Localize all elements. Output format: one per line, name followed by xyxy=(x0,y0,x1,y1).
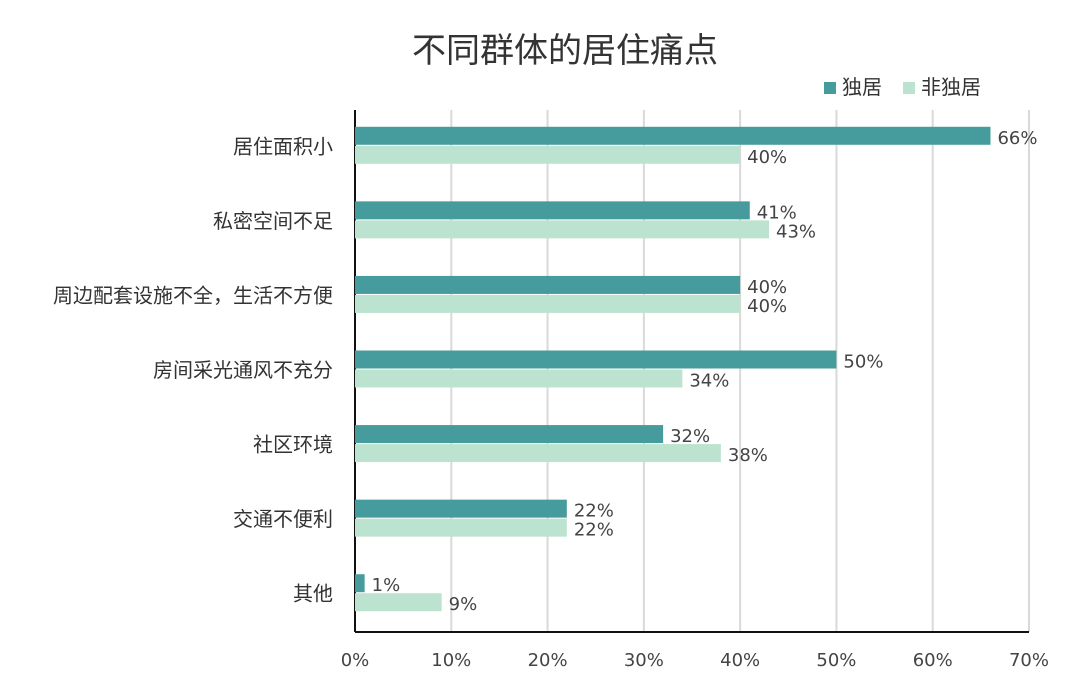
category-label: 其他 xyxy=(293,582,333,606)
data-label-non-independent: 38% xyxy=(728,445,768,466)
bar-independent xyxy=(355,499,567,518)
bar-independent xyxy=(355,201,750,220)
data-label-non-independent: 40% xyxy=(747,147,787,168)
bar-independent xyxy=(355,275,741,294)
data-label-non-independent: 22% xyxy=(574,520,614,541)
legend-swatch-independent xyxy=(824,82,836,94)
data-label-non-independent: 9% xyxy=(449,594,478,615)
bar-independent xyxy=(355,425,664,444)
x-tick-label: 10% xyxy=(431,650,471,671)
bar-non-independent xyxy=(355,294,741,313)
x-tick-label: 70% xyxy=(1009,650,1049,671)
x-tick-label: 60% xyxy=(913,650,953,671)
category-label: 房间采光通风不充分 xyxy=(153,358,333,382)
data-label-independent: 66% xyxy=(997,128,1037,149)
chart-title: 不同群体的居住痛点 xyxy=(412,31,718,71)
data-label-independent: 41% xyxy=(757,202,797,223)
x-tick-label: 20% xyxy=(528,650,568,671)
bar-independent xyxy=(355,350,837,369)
bar-non-independent xyxy=(355,369,683,388)
x-tick-label: 50% xyxy=(816,650,856,671)
category-label: 交通不便利 xyxy=(233,507,333,531)
data-label-non-independent: 34% xyxy=(689,371,729,392)
data-label-independent: 50% xyxy=(843,352,883,373)
data-label-independent: 1% xyxy=(372,575,401,596)
bar-non-independent xyxy=(355,444,721,463)
x-tick-label: 30% xyxy=(624,650,664,671)
x-tick-label: 0% xyxy=(341,650,370,671)
category-label: 私密空间不足 xyxy=(213,209,333,233)
legend-label-independent: 独居 xyxy=(842,75,882,99)
category-label: 居住面积小 xyxy=(233,134,333,158)
category-label: 周边配套设施不全，生活不方便 xyxy=(53,283,333,307)
bar-non-independent xyxy=(355,145,741,164)
bar-independent xyxy=(355,126,991,145)
data-label-independent: 40% xyxy=(747,277,787,298)
category-label: 社区环境 xyxy=(253,433,333,457)
x-tick-label: 40% xyxy=(720,650,760,671)
data-label-non-independent: 43% xyxy=(776,221,816,242)
bar-independent xyxy=(355,574,365,593)
legend: 独居 非独居 xyxy=(824,75,981,99)
legend-label-non-independent: 非独居 xyxy=(921,75,981,99)
data-label-independent: 32% xyxy=(670,426,710,447)
plot-area: 0% 10% 20% 30% 40% 50% 60% 70% 居住面积小 66% 40% 私密空间不足… xyxy=(53,110,1049,671)
data-label-non-independent: 40% xyxy=(747,296,787,317)
bar-non-independent xyxy=(355,593,442,612)
bar-non-independent xyxy=(355,220,770,239)
legend-swatch-non-independent xyxy=(903,82,915,94)
data-label-independent: 22% xyxy=(574,501,614,522)
bar-non-independent xyxy=(355,518,567,537)
